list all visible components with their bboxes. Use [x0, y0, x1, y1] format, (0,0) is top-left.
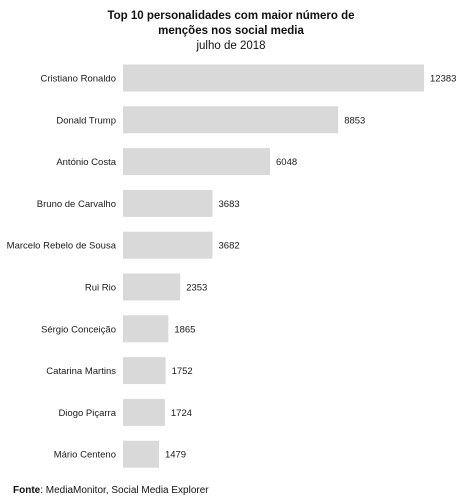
bar [123, 148, 271, 176]
value-label: 1724 [171, 408, 192, 419]
source-label: Fonte [13, 485, 41, 496]
value-label: 1479 [165, 450, 186, 461]
value-label: 3683 [219, 199, 240, 210]
bar [123, 273, 181, 301]
chart-title: Top 10 personalidades com maior número d… [0, 9, 462, 54]
category-label: Bruno de Carvalho [37, 199, 116, 210]
value-label: 8853 [344, 115, 365, 126]
bar [123, 315, 169, 343]
source-text: : MediaMonitor, Social Media Explorer [40, 485, 209, 496]
category-label: Mário Centeno [54, 450, 116, 461]
category-label: Donald Trump [56, 115, 116, 126]
category-label: Sérgio Conceição [41, 324, 116, 335]
bar [123, 64, 424, 92]
chart-title-line-2: menções nos social media [158, 25, 304, 37]
category-label: Diogo Piçarra [58, 408, 116, 419]
chart-source: Fonte: MediaMonitor, Social Media Explor… [13, 485, 209, 496]
chart-subtitle: julho de 2018 [196, 40, 266, 52]
value-label: 12383 [430, 74, 456, 85]
value-label: 1752 [172, 366, 193, 377]
value-label: 1865 [174, 324, 195, 335]
bar [123, 231, 213, 259]
bar [123, 357, 166, 385]
category-label: Marcelo Rebelo de Sousa [7, 241, 117, 252]
category-label: Catarina Martins [46, 366, 116, 377]
bar [123, 106, 339, 134]
value-label: 6048 [276, 157, 297, 168]
bar [123, 398, 165, 426]
category-label: Cristiano Ronaldo [40, 74, 116, 85]
category-label: António Costa [56, 157, 116, 168]
bar [123, 189, 213, 217]
value-label: 2353 [186, 283, 207, 294]
category-label: Rui Rio [85, 283, 116, 294]
bar [123, 440, 159, 468]
value-label: 3682 [219, 241, 240, 252]
chart-title-line-1: Top 10 personalidades com maior número d… [107, 10, 355, 22]
